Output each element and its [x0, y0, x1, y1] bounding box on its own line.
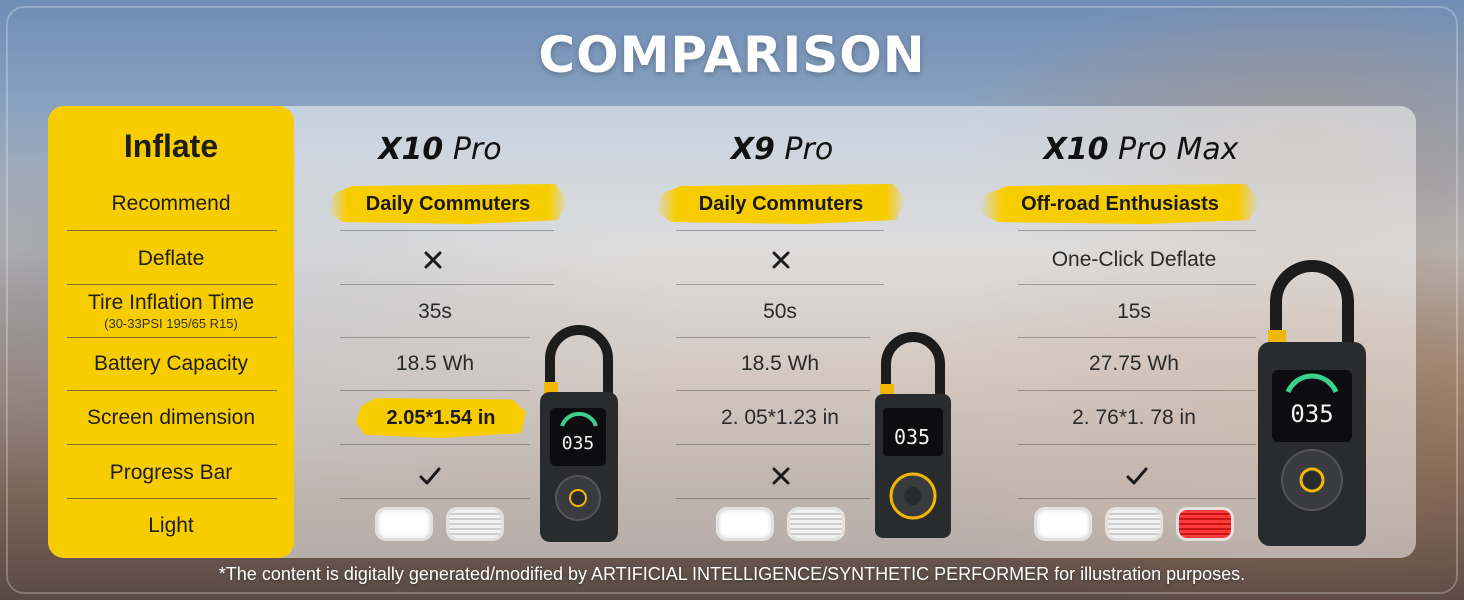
cross-icon [424, 251, 442, 269]
cross-icon [772, 467, 790, 485]
device-screen-readout: 035 [1290, 400, 1333, 428]
divider [67, 390, 277, 391]
inflation-time-value: 35s [418, 300, 452, 323]
row-label-screen: Screen dimension [86, 406, 256, 429]
divider [67, 337, 277, 338]
divider [67, 498, 277, 499]
white-light-icon [719, 510, 771, 538]
label-column-header: Inflate [123, 128, 219, 164]
x10-pro-max-device-image: 035 [1258, 260, 1366, 546]
white-light-icon [1037, 510, 1089, 538]
battery-value: 18.5 Wh [740, 352, 820, 375]
divider [676, 444, 870, 445]
product-name-x10-pro: X10 Pro [330, 132, 550, 167]
flood-light-icon [1108, 510, 1160, 538]
divider [340, 498, 530, 499]
row-label-recommend: Recommend [111, 192, 231, 215]
row-label-light: Light [148, 514, 194, 537]
divider [1018, 284, 1256, 285]
divider [67, 444, 277, 445]
device-screen-readout: 035 [894, 425, 930, 449]
divider [1018, 390, 1256, 391]
divider [1018, 444, 1256, 445]
divider [676, 390, 870, 391]
divider [340, 230, 554, 231]
cross-icon [772, 251, 790, 269]
battery-value: 18.5 Wh [395, 352, 475, 375]
disclaimer-footnote: *The content is digitally generated/modi… [218, 564, 1246, 584]
x9-pro-device-image: 035 [875, 332, 951, 538]
check-icon [1126, 467, 1148, 485]
recommend-tag: Off-road Enthusiasts [980, 184, 1260, 224]
divider [340, 284, 554, 285]
flood-light-icon [790, 510, 842, 538]
x10-pro-device-image: 035 [540, 325, 618, 542]
divider [67, 284, 277, 285]
row-label-inflation-time: Tire Inflation Time (30-33PSI 195/65 R15… [48, 291, 294, 331]
product-name-x10-pro-max: X10 Pro Max [1010, 132, 1272, 167]
divider [340, 337, 530, 338]
divider [676, 337, 870, 338]
divider [1018, 498, 1256, 499]
page-title: COMPARISON [538, 26, 926, 84]
deflate-value: One-Click Deflate [1051, 248, 1217, 271]
screen-value-highlight: 2.05*1.54 in [356, 398, 526, 438]
red-light-icon [1179, 510, 1231, 538]
label-column [48, 106, 294, 558]
row-label-deflate: Deflate [137, 247, 205, 270]
product-name-bold: X10 [1043, 132, 1109, 167]
row-label-inflation-time-sub: (30-33PSI 195/65 R15) [104, 316, 238, 331]
inflation-time-value: 15s [1117, 300, 1151, 323]
product-name-rest: Pro [784, 132, 834, 167]
divider [1018, 230, 1256, 231]
product-name-x9-pro: X9 Pro [672, 132, 892, 167]
screen-value: 2. 05*1.23 in [721, 406, 839, 429]
divider [1018, 337, 1256, 338]
divider [676, 230, 884, 231]
device-screen-readout: 035 [562, 433, 595, 454]
screen-value: 2. 76*1. 78 in [1072, 406, 1196, 429]
row-label-progress-bar: Progress Bar [109, 461, 233, 484]
divider [676, 498, 870, 499]
divider [67, 230, 277, 231]
white-light-icon [378, 510, 430, 538]
row-label-inflation-time-main: Tire Inflation Time [87, 291, 255, 314]
product-name-rest: Pro [452, 132, 502, 167]
inflation-time-value: 50s [763, 300, 797, 323]
recommend-tag: Daily Commuters [656, 184, 906, 224]
product-name-bold: X10 [378, 132, 444, 167]
row-label-battery: Battery Capacity [93, 352, 249, 375]
divider [340, 390, 530, 391]
flood-light-icon [449, 510, 501, 538]
battery-value: 27.75 Wh [1089, 352, 1179, 375]
divider [676, 284, 884, 285]
product-name-rest: Pro Max [1118, 132, 1239, 167]
divider [340, 444, 530, 445]
recommend-tag: Daily Commuters [328, 184, 568, 224]
product-name-bold: X9 [730, 132, 775, 167]
check-icon [419, 467, 441, 485]
